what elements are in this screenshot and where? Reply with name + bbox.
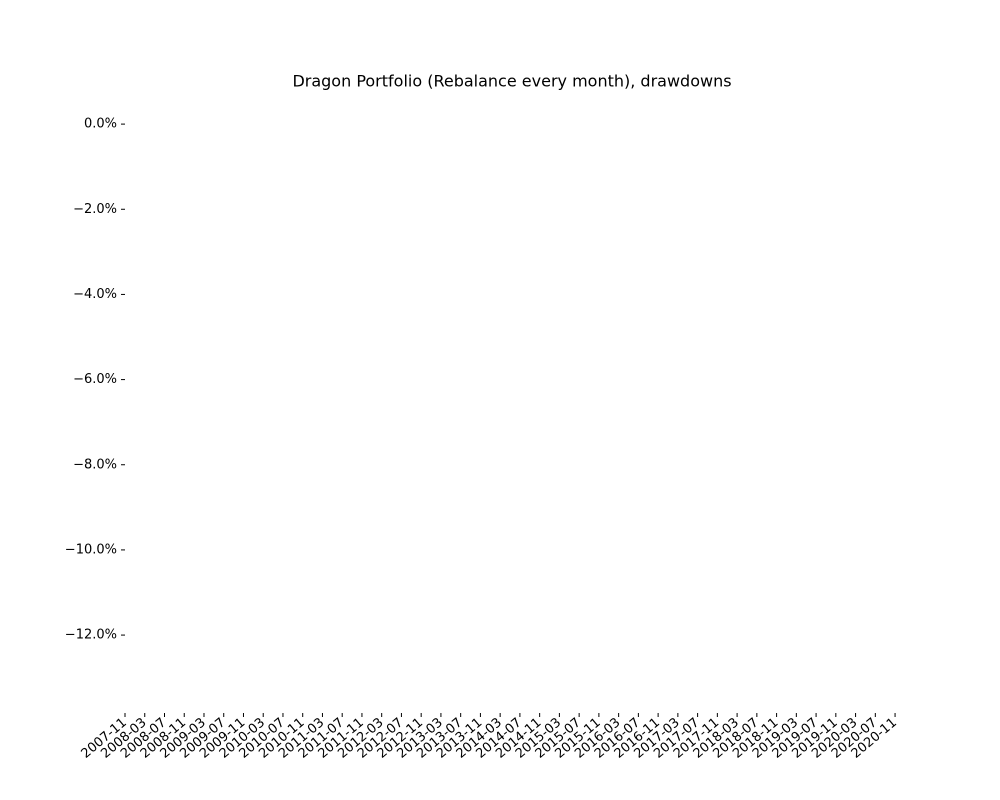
y-tick-label: −10.0%	[65, 542, 117, 557]
y-tick-label: −2.0%	[73, 202, 117, 217]
chart-title: Dragon Portfolio (Rebalance every month)…	[292, 72, 731, 91]
y-tick-label: 0.0%	[84, 117, 117, 132]
y-tick-label: −6.0%	[73, 372, 117, 387]
y-tick-label: −8.0%	[73, 457, 117, 472]
y-tick-label: −12.0%	[65, 628, 117, 643]
y-tick-label: −4.0%	[73, 287, 117, 302]
